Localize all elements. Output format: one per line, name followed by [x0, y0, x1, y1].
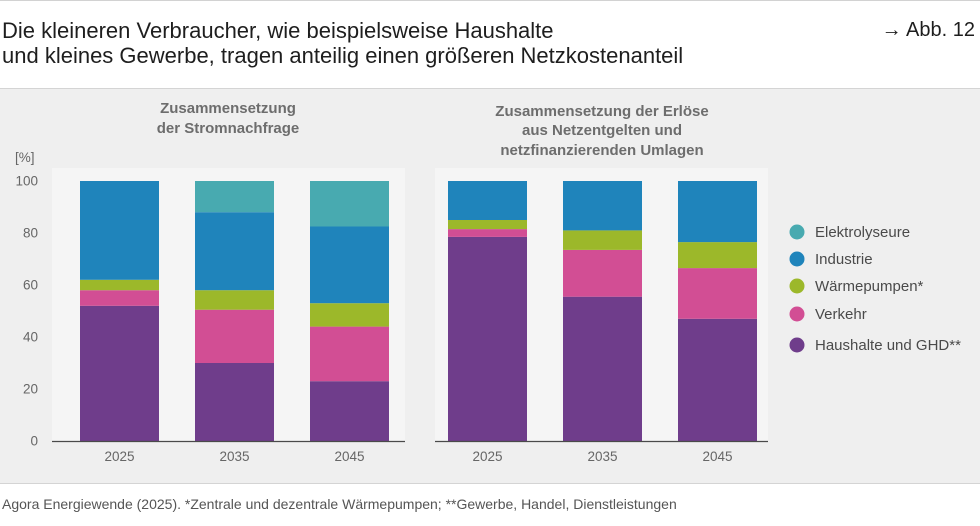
y-tick-label: 100 — [15, 174, 38, 189]
legend-label: Industrie — [815, 251, 873, 268]
legend-label: Elektrolyseure — [815, 224, 910, 241]
chart-title-line: aus Netzentgelten und — [522, 122, 682, 139]
chart-title-line: Zusammensetzung der Erlöse — [495, 103, 708, 120]
bar-segment-2025-haushalte-und-ghd — [80, 305, 159, 441]
bar-segment-2035-waermepumpen — [563, 230, 642, 250]
legend-item-haushalte-und-ghd: Haushalte und GHD** — [789, 337, 961, 354]
x-tick-label: 2035 — [587, 449, 617, 464]
bar-segment-2045-haushalte-und-ghd — [678, 318, 757, 441]
bar-segment-2025-waermepumpen — [80, 279, 159, 291]
x-tick-label: 2045 — [334, 449, 364, 464]
bar-segment-2035-verkehr — [195, 309, 274, 363]
bar-segment-2045-waermepumpen — [310, 303, 389, 327]
legend: Elektrolyseure Industrie Wärmepumpen* Verke… — [789, 224, 961, 354]
legend-item-industrie: Industrie — [789, 251, 873, 268]
legend-label: Haushalte und GHD** — [815, 337, 961, 354]
bar-2045 — [310, 181, 389, 441]
bar-segment-2045-haushalte-und-ghd — [310, 381, 389, 441]
bar-segment-2035-haushalte-und-ghd — [563, 296, 642, 441]
bar-2035 — [563, 181, 642, 441]
bar-segment-2025-haushalte-und-ghd — [448, 236, 527, 441]
source-note: Agora Energiewende (2025). *Zentrale und… — [2, 496, 677, 512]
bar-segment-2045-verkehr — [310, 326, 389, 382]
bar-segment-2025-verkehr — [448, 229, 527, 237]
bar-segment-2025-verkehr — [80, 290, 159, 306]
legend-item-waermepumpen: Wärmepumpen* — [789, 278, 924, 295]
bar-segment-2045-verkehr — [678, 268, 757, 319]
y-tick-label: 20 — [23, 382, 38, 397]
bar-segment-2025-industrie — [80, 181, 159, 280]
legend-swatch — [789, 251, 805, 267]
legend-swatch — [789, 224, 805, 240]
bar-segment-2035-waermepumpen — [195, 290, 274, 310]
legend-item-elektrolyseure: Elektrolyseure — [789, 224, 910, 241]
y-tick-label: 0 — [30, 434, 38, 449]
x-tick-label: 2025 — [104, 449, 134, 464]
x-tick-label: 2045 — [702, 449, 732, 464]
legend-swatch — [789, 306, 805, 322]
chart-title-line: der Stromnachfrage — [157, 120, 300, 137]
legend-swatch — [789, 278, 805, 294]
legend-swatch — [789, 337, 805, 353]
x-tick-label: 2025 — [472, 449, 502, 464]
figure-title-line-1: Die kleineren Verbraucher, wie beispiels… — [2, 18, 554, 43]
bar-segment-2045-waermepumpen — [678, 242, 757, 269]
legend-label: Verkehr — [815, 306, 867, 323]
bar-segment-2025-waermepumpen — [448, 220, 527, 230]
bar-segment-2045-industrie — [678, 181, 757, 243]
y-tick-label: 40 — [23, 330, 38, 345]
figure-title-line-2: und kleines Gewerbe, tragen anteilig ein… — [2, 43, 684, 68]
bar-segment-2025-industrie — [448, 181, 527, 220]
top-rule — [0, 0, 980, 1]
bar-2035 — [195, 181, 274, 441]
bar-segment-2035-industrie — [563, 181, 642, 231]
chart-title-line: netzfinanzierenden Umlagen — [500, 142, 703, 159]
bar-2025 — [80, 181, 159, 441]
bar-segment-2035-industrie — [195, 212, 274, 291]
y-tick-label: 80 — [23, 226, 38, 241]
y-tick-label: 60 — [23, 278, 38, 293]
bar-segment-2035-haushalte-und-ghd — [195, 363, 274, 441]
y-axis-unit-label: [%] — [15, 150, 35, 165]
legend-item-verkehr: Verkehr — [789, 306, 867, 323]
bar-2045 — [678, 181, 757, 441]
bar-segment-2035-verkehr — [563, 249, 642, 297]
figure-reference: → Abb. 12 — [881, 19, 975, 41]
bar-segment-2045-elektrolyseure — [310, 181, 389, 227]
figure-header: Die kleineren Verbraucher, wie beispiels… — [2, 18, 862, 68]
bar-segment-2035-elektrolyseure — [195, 181, 274, 213]
legend-label: Wärmepumpen* — [815, 278, 924, 295]
x-tick-label: 2035 — [219, 449, 249, 464]
bar-2025 — [448, 181, 527, 441]
chart-title-line: Zusammensetzung — [160, 100, 296, 117]
chart-2: Zusammensetzung der Erlöse aus Netzentgel… — [435, 103, 768, 464]
bar-segment-2045-industrie — [310, 226, 389, 304]
